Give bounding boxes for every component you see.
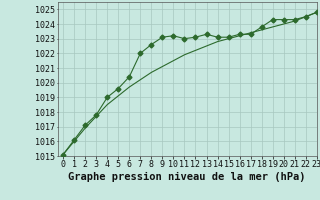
X-axis label: Graphe pression niveau de la mer (hPa): Graphe pression niveau de la mer (hPa) — [68, 172, 306, 182]
